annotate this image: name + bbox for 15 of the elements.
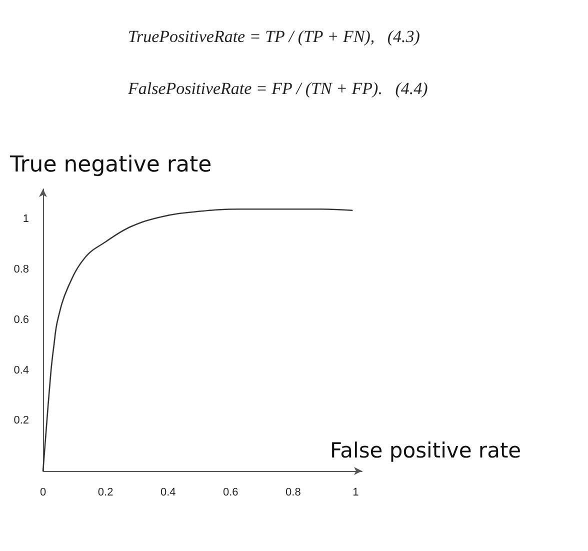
y-tick-label: 1 [22,213,29,226]
x-tick-label: 0.2 [98,486,114,498]
y-tick-label: 0.4 [14,364,29,376]
y-tick-label: 0.6 [14,314,29,326]
y-axis-title: True negative rate [9,152,212,178]
y-tick-label: 0.8 [14,264,29,276]
text: TruePositiveRate = TP / (TP + FN), (4.3) [128,27,420,46]
x-tick-label: 0 [40,486,46,498]
text: FalsePositiveRate = FP / (TN + FP). (4.4) [127,79,428,98]
y-tick-label: 0.2 [14,414,29,427]
x-tick-label: 0.6 [223,486,238,498]
x-tick-label: 0.8 [286,486,301,498]
x-tick-label: 1 [352,486,359,498]
x-tick-label: 0.4 [160,486,176,498]
x-axis-title: False positive rate [330,438,522,462]
